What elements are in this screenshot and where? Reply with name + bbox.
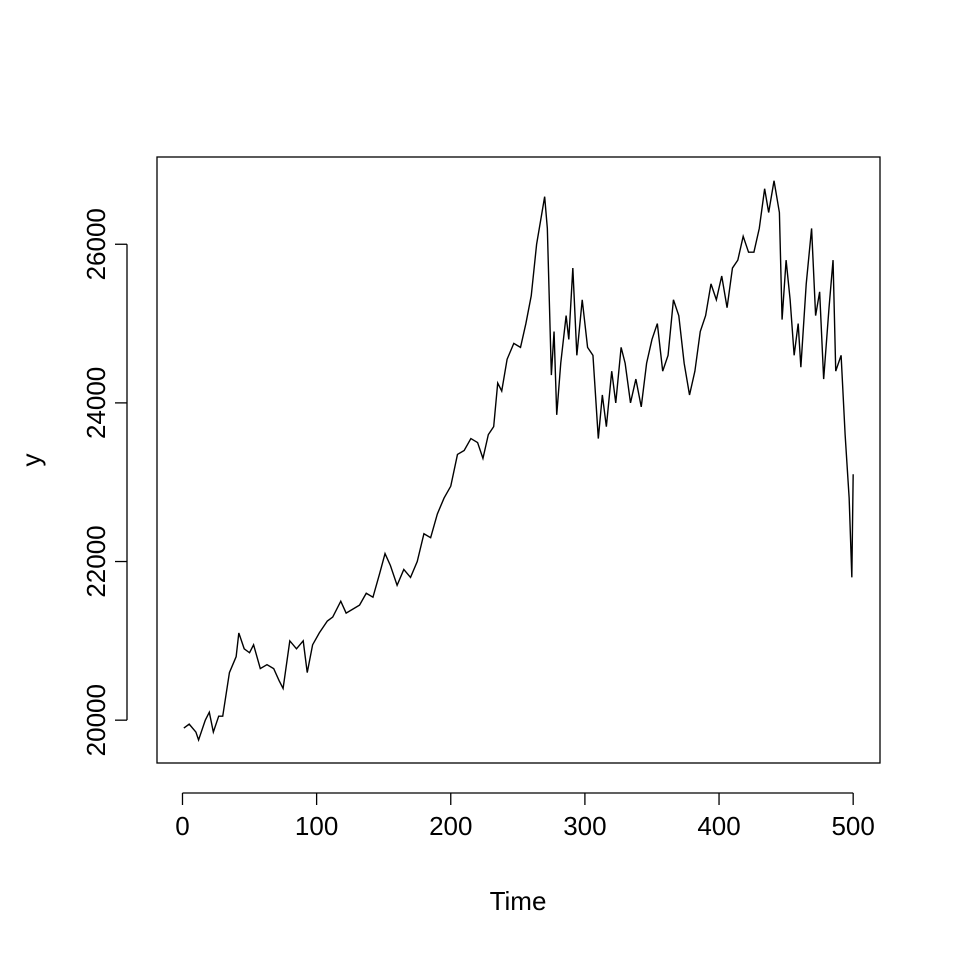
x-tick-label: 500 xyxy=(831,811,874,841)
x-axis-label: Time xyxy=(490,886,547,916)
x-tick-label: 200 xyxy=(429,811,472,841)
x-tick-label: 300 xyxy=(563,811,606,841)
plot-box xyxy=(156,156,881,764)
y-tick-label: 22000 xyxy=(81,525,111,597)
y-tick-label: 20000 xyxy=(81,684,111,756)
y-tick-label: 26000 xyxy=(81,208,111,280)
x-tick-label: 100 xyxy=(295,811,338,841)
y-tick-label: 24000 xyxy=(81,367,111,439)
x-tick-label: 400 xyxy=(697,811,740,841)
series-line xyxy=(183,180,854,743)
y-axis-label: y xyxy=(16,454,46,467)
x-tick-label: 0 xyxy=(175,811,189,841)
